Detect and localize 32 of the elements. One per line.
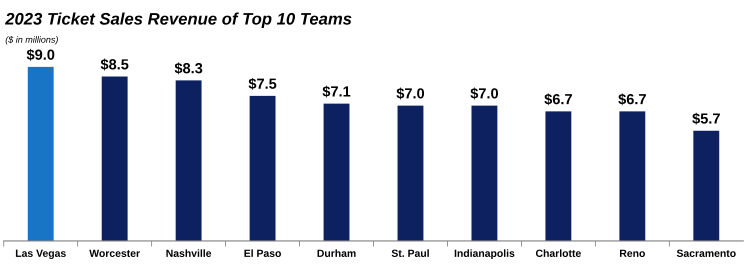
data-label: $7.5 [248,78,276,90]
bar [176,80,202,241]
data-label: $5.7 [692,112,720,125]
bar [28,66,54,241]
x-tick-label: Reno [620,250,645,257]
chart-subtitle: ($ in millions) [6,36,58,45]
data-label: $9.0 [26,48,54,61]
x-tick-label: Durham [318,249,356,257]
bar [471,106,498,241]
bar [324,104,350,241]
data-label: $6.7 [618,93,646,106]
chart-title: 2023 Ticket Sales Revenue of Top 10 Teams [4,12,352,28]
bar [398,106,424,241]
data-label: $6.7 [544,93,572,106]
bar [545,111,572,241]
data-label: $7.1 [322,86,350,98]
x-tick-label: Nashville [166,249,212,257]
bar [250,96,276,241]
x-tick-label: Indianapolis [454,249,514,260]
data-label: $7.0 [396,88,424,100]
bar [102,76,128,241]
x-tick-label: El Paso [244,249,281,257]
data-label: $8.5 [100,58,128,70]
x-tick-label: Las Vegas [16,250,66,260]
x-tick-label: Charlotte [536,249,581,257]
x-tick-label: Worcester [89,250,140,257]
bar [619,111,646,241]
bar [693,130,720,241]
x-tick-label: St. Paul [392,249,429,257]
data-label: $7.0 [470,88,498,100]
x-tick-label: Sacramento [676,250,736,257]
data-label: $8.3 [174,62,202,74]
